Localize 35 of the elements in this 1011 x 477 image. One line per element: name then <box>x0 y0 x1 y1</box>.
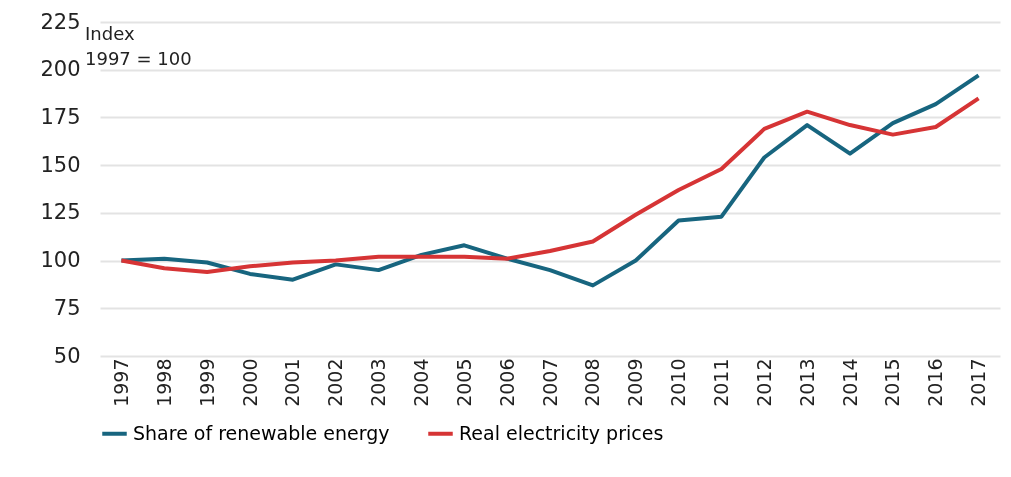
x-tick-label: 1997 <box>109 358 132 407</box>
x-tick-label: 2013 <box>795 358 818 407</box>
legend-label: Share of renewable energy <box>133 421 390 444</box>
x-tick-label: 2000 <box>238 358 261 407</box>
x-tick-label: 2010 <box>667 358 690 407</box>
x-tick-label: 2001 <box>281 358 304 407</box>
y-tick-label: 50 <box>53 343 81 368</box>
x-tick-label: 2016 <box>924 358 947 407</box>
x-tick-label: 2004 <box>409 358 432 407</box>
x-tick-label: 2015 <box>881 358 904 407</box>
x-tick-label: 2017 <box>967 358 990 407</box>
y-tick-label: 200 <box>40 57 81 82</box>
x-tick-label: 1999 <box>195 358 218 407</box>
y-tick-label: 150 <box>40 152 81 177</box>
y-tick-label: 75 <box>53 295 81 320</box>
x-tick-label: 2011 <box>709 358 732 407</box>
x-tick-label: 2002 <box>324 358 347 407</box>
legend-label: Real electricity prices <box>459 421 664 444</box>
x-tick-label: 2006 <box>495 358 518 407</box>
x-tick-label: 2005 <box>452 358 475 407</box>
x-tick-label: 2007 <box>538 358 561 407</box>
line-series <box>119 73 981 288</box>
x-tick-label: 2014 <box>838 358 861 407</box>
x-tick-label: 2003 <box>367 358 390 407</box>
x-tick-label: 2008 <box>581 358 604 407</box>
x-tick-label: 2012 <box>752 358 775 407</box>
y-tick-label: 125 <box>40 200 81 225</box>
annotation: Index <box>85 23 135 44</box>
annotation: 1997 = 100 <box>85 48 192 69</box>
y-tick-label: 100 <box>40 248 81 273</box>
y-tick-label: 175 <box>40 104 81 129</box>
x-tick-label: 1998 <box>152 358 175 407</box>
y-tick-label: 225 <box>40 9 81 34</box>
line-series <box>119 96 981 275</box>
x-tick-label: 2009 <box>624 358 647 407</box>
